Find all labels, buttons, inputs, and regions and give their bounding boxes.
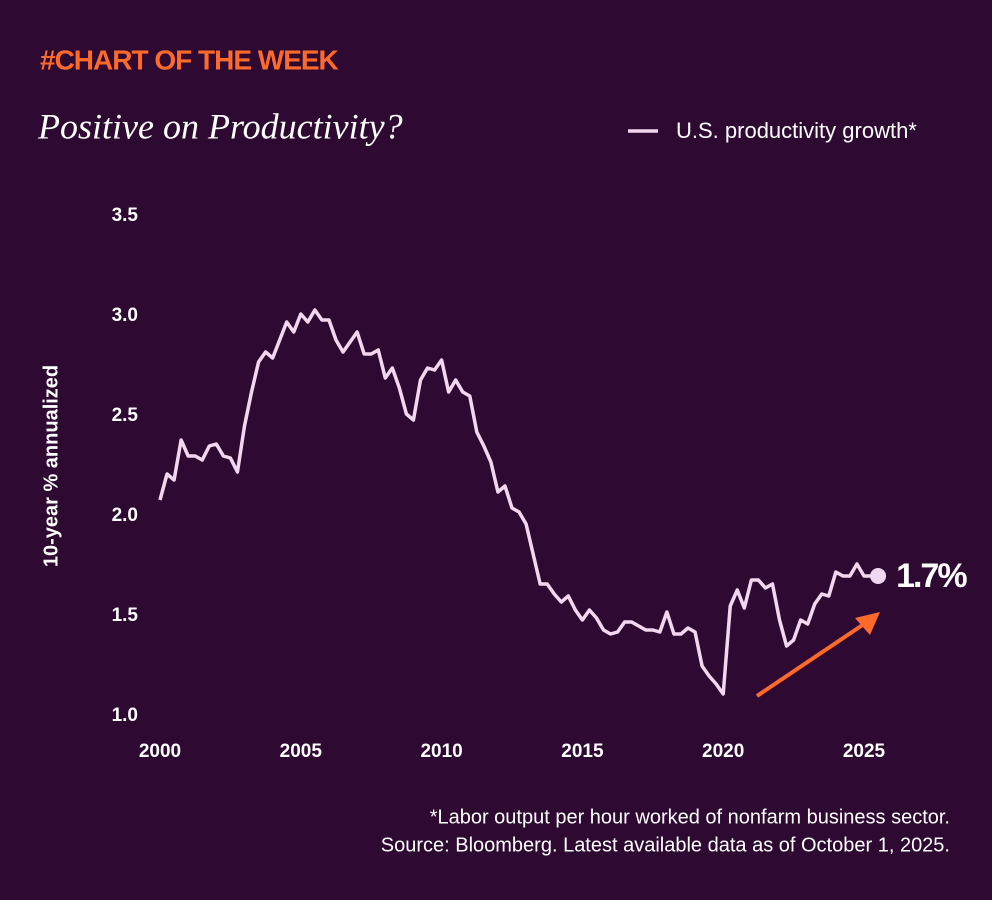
x-tick-label: 2020 — [702, 741, 744, 762]
y-tick-label: 2.0 — [112, 505, 138, 526]
x-tick-label: 2000 — [139, 741, 181, 762]
arrow — [755, 612, 880, 698]
source: Source: Bloomberg. Latest available data… — [381, 834, 950, 856]
x-tick-label: 2010 — [420, 741, 462, 762]
y-tick-label: 1.0 — [112, 705, 138, 726]
footnote: *Labor output per hour worked of nonfarm… — [430, 806, 950, 828]
y-tick-label: 3.5 — [112, 205, 139, 226]
x-tick-label: 2005 — [280, 741, 323, 762]
chart-title: Positive on Productivity? — [37, 106, 403, 146]
end-dot — [870, 568, 887, 584]
x-tick-label: 2025 — [843, 741, 886, 762]
legend-label: U.S. productivity growth* — [676, 118, 917, 143]
y-tick-label: 2.5 — [112, 405, 139, 426]
x-tick-label: 2015 — [561, 741, 604, 762]
y-axis-label: 10-year % annualized — [40, 365, 62, 567]
y-tick-label: 3.0 — [112, 305, 138, 326]
kicker: #CHART OF THE WEEK — [40, 44, 339, 75]
line — [158, 308, 879, 696]
end-label: 1.7% — [896, 557, 967, 595]
y-tick-label: 1.5 — [112, 605, 139, 626]
